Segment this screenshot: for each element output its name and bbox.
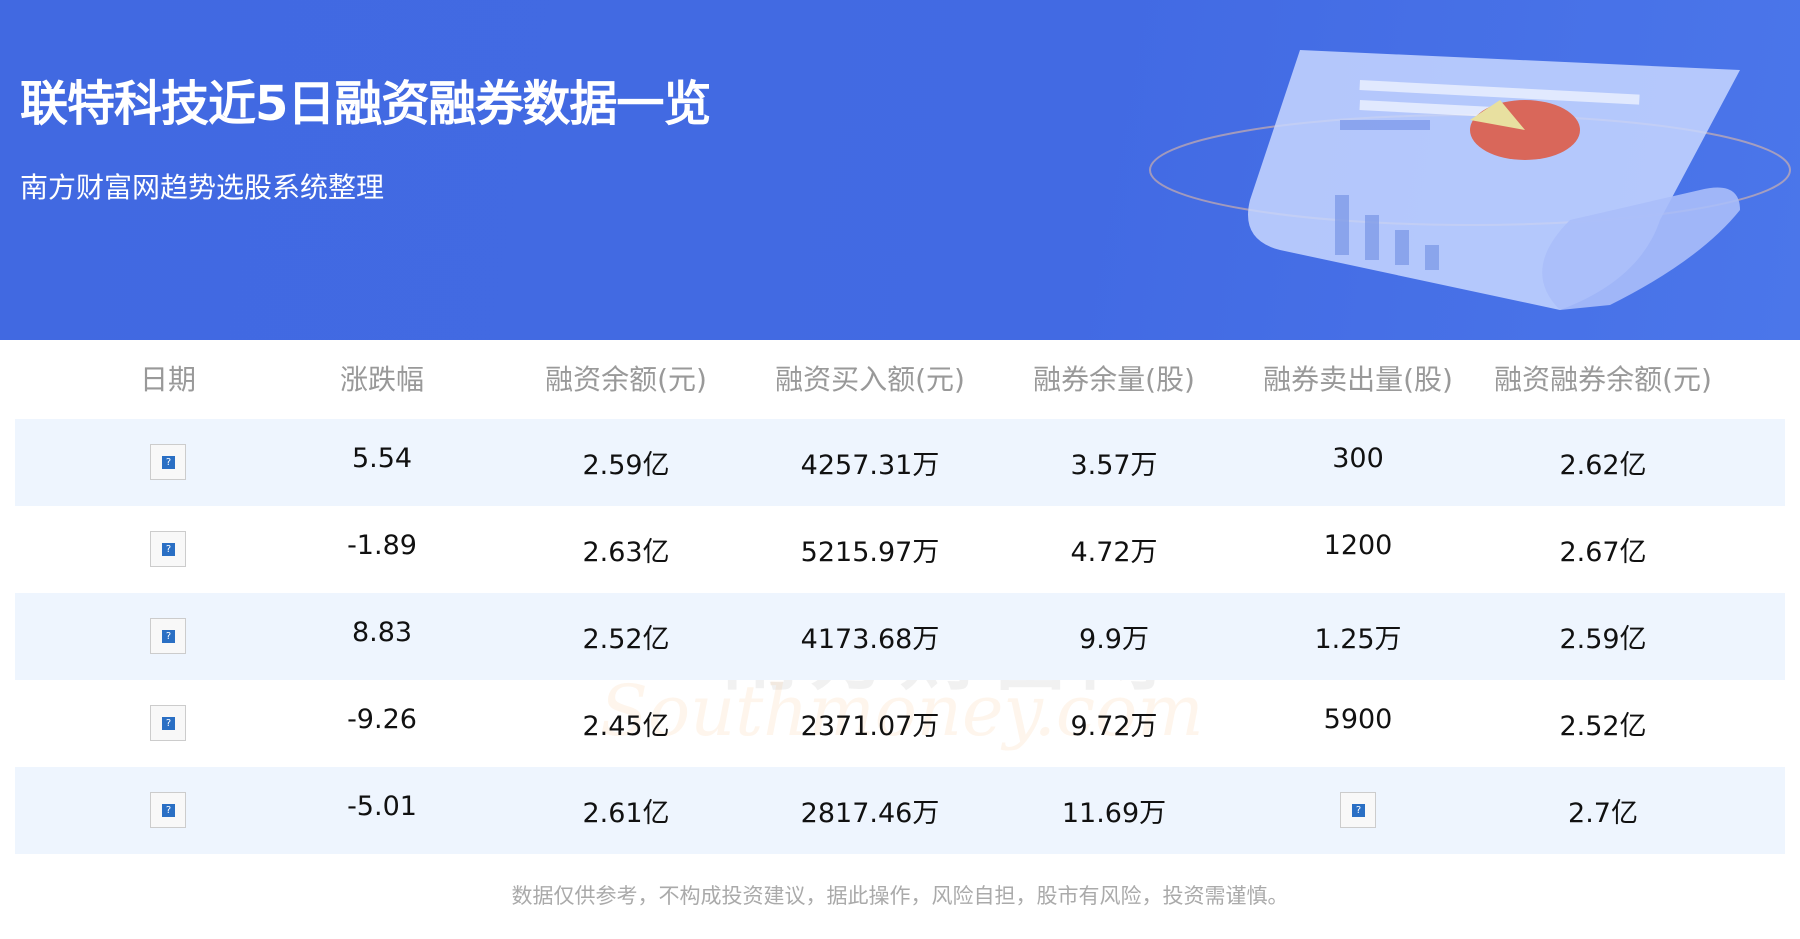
cell-total-balance: 2.62亿 xyxy=(1559,450,1647,481)
cell-margin-buy: 2371.07万 xyxy=(800,711,940,742)
cell-margin-balance: 2.63亿 xyxy=(582,537,670,568)
cell-margin-balance: 2.45亿 xyxy=(582,711,670,742)
broken-image-icon: ? xyxy=(150,444,186,480)
cell-margin-buy: 5215.97万 xyxy=(800,537,940,568)
cell-short-sell: 300 xyxy=(1332,443,1384,474)
table-row: ? 8.83 2.52亿 4173.68万 9.9万 1.25万 2.59亿 xyxy=(15,593,1785,680)
cell-short-sell: 5900 xyxy=(1323,704,1393,735)
cell-short-volume: 4.72万 xyxy=(1070,537,1158,568)
column-header-short-volume: 融券余量(股) xyxy=(1033,363,1195,396)
disclaimer: 数据仅供参考，不构成投资建议，据此操作，风险自担，股市有风险，投资需谨慎。 xyxy=(511,884,1289,908)
watermark-en: Southmoney.com xyxy=(600,670,1204,752)
cell-short-volume: 9.72万 xyxy=(1070,711,1158,742)
column-header-margin-buy: 融资买入额(元) xyxy=(775,363,965,396)
cell-margin-buy: 2817.46万 xyxy=(800,798,940,829)
cell-change: -5.01 xyxy=(347,791,417,822)
table-row: ? -5.01 2.61亿 2817.46万 11.69万? 2.7亿 xyxy=(15,767,1785,854)
document-chart-illustration xyxy=(1149,50,1791,310)
cell-short-volume: 9.9万 xyxy=(1079,624,1149,655)
cell-margin-balance: 2.59亿 xyxy=(582,450,670,481)
cell-margin-buy: 4257.31万 xyxy=(800,450,940,481)
cell-margin-balance: 2.52亿 xyxy=(582,624,670,655)
broken-image-icon: ? xyxy=(150,531,186,567)
cell-margin-balance: 2.61亿 xyxy=(582,798,670,829)
cell-change: -9.26 xyxy=(347,704,417,735)
broken-image-icon: ? xyxy=(150,705,186,741)
cell-total-balance: 2.59亿 xyxy=(1559,624,1647,655)
cell-total-balance: 2.67亿 xyxy=(1559,537,1647,568)
cell-short-sell: 1.25万 xyxy=(1314,624,1402,655)
column-header-total-balance: 融资融券余额(元) xyxy=(1494,363,1712,396)
page-title: 联特科技近5日融资融券数据一览 xyxy=(20,76,711,132)
column-header-margin-balance: 融资余额(元) xyxy=(545,363,707,396)
cell-change: 8.83 xyxy=(351,617,413,648)
broken-image-icon: ? xyxy=(1340,792,1376,828)
column-header-date: 日期 xyxy=(139,363,197,396)
cell-change: 5.54 xyxy=(351,443,413,474)
broken-image-icon: ? xyxy=(150,792,186,828)
column-header-short-sell: 融券卖出量(股) xyxy=(1263,363,1453,396)
cell-short-sell: 1200 xyxy=(1323,530,1393,561)
cell-short-volume: 3.57万 xyxy=(1070,450,1158,481)
broken-image-icon: ? xyxy=(150,618,186,654)
table-row: ? 5.54 2.59亿 4257.31万 3.57万 300 2.62亿 xyxy=(15,419,1785,506)
header-banner: 联特科技近5日融资融券数据一览 南方财富网趋势选股系统整理 xyxy=(0,0,1800,340)
cell-total-balance: 2.7亿 xyxy=(1568,798,1638,829)
page-subtitle: 南方财富网趋势选股系统整理 xyxy=(20,171,385,204)
table-header: 日期 涨跌幅 融资余额(元) 融资买入额(元) 融券余量(股) 融券卖出量(股)… xyxy=(15,350,1785,420)
cell-change: -1.89 xyxy=(347,530,417,561)
table-row: ? -1.89 2.63亿 5215.97万 4.72万 1200 2.67亿 xyxy=(15,506,1785,593)
table-row: ? -9.26 2.45亿 2371.07万 9.72万 5900 2.52亿 xyxy=(15,680,1785,767)
cell-short-volume: 11.69万 xyxy=(1061,798,1167,829)
column-header-change: 涨跌幅 xyxy=(339,363,425,396)
cell-margin-buy: 4173.68万 xyxy=(800,624,940,655)
cell-total-balance: 2.52亿 xyxy=(1559,711,1647,742)
